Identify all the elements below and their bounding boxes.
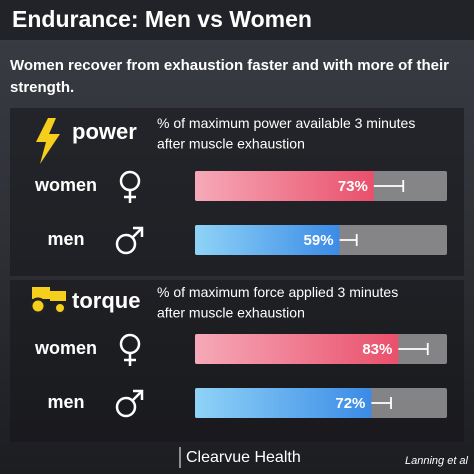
section-description: % of maximum power available 3 minutes af…	[157, 115, 415, 151]
male-symbol	[115, 233, 137, 255]
bar	[195, 334, 399, 364]
value-label: 59%	[304, 232, 334, 249]
category-label: women	[34, 175, 97, 195]
male-symbol	[133, 389, 144, 400]
male-symbol	[131, 390, 143, 402]
section-title: power	[72, 119, 137, 144]
section-description: % of maximum force applied 3 minutes afte…	[157, 284, 398, 320]
male-symbol	[131, 227, 143, 239]
bar	[195, 225, 340, 255]
value-label: 73%	[338, 178, 368, 195]
tractor-icon	[29, 287, 66, 315]
value-label: 72%	[335, 395, 365, 412]
male-symbol	[115, 396, 137, 418]
brand: Clearvue Health	[186, 449, 301, 466]
male-symbol	[133, 226, 144, 237]
title-bar	[0, 0, 474, 40]
section-title: torque	[72, 288, 140, 313]
bar	[195, 171, 374, 201]
value-label: 83%	[362, 341, 392, 358]
category-label: men	[47, 229, 84, 249]
bar	[195, 388, 372, 418]
category-label: men	[47, 392, 84, 412]
category-label: women	[34, 338, 97, 358]
lightning-icon	[36, 118, 60, 164]
title: Endurance: Men vs Women	[12, 6, 312, 32]
source: Lanning et al	[405, 455, 469, 467]
subtitle: Women recover from exhaustion faster and…	[10, 57, 449, 96]
